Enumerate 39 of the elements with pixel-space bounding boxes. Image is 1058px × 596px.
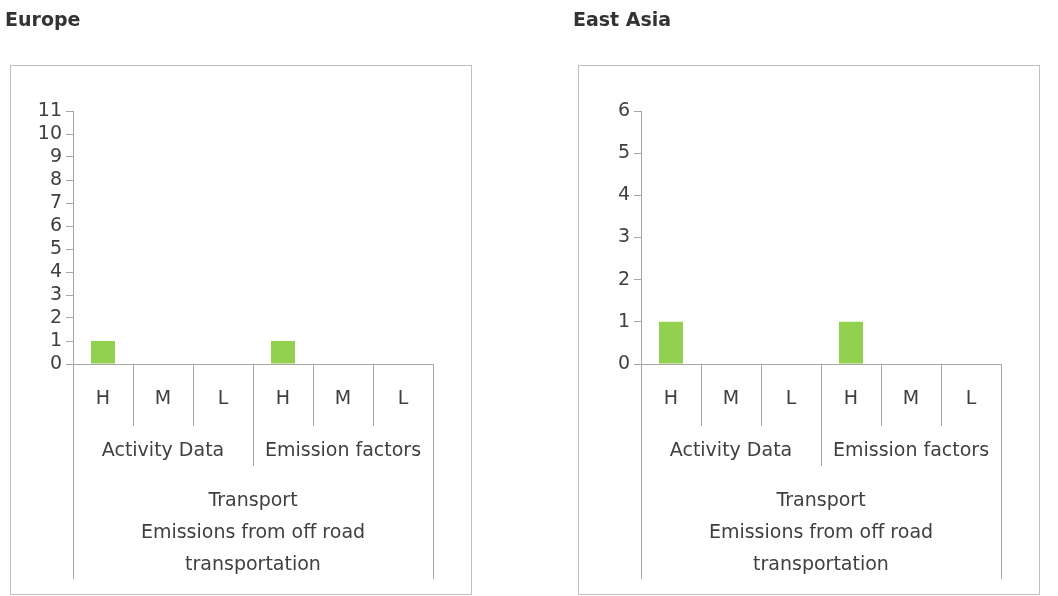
y-tick-label: 10 xyxy=(37,120,62,143)
x-tick-label: H xyxy=(663,386,679,409)
x-tick-label: L xyxy=(397,386,409,409)
y-tick-label: 6 xyxy=(49,212,62,235)
y-tick-label: 3 xyxy=(49,281,62,304)
y-tick-label: 3 xyxy=(617,224,630,247)
y-tick-label: 4 xyxy=(617,182,630,205)
x-tick-label: M xyxy=(722,386,740,409)
y-tick-label: 2 xyxy=(617,266,630,289)
text: Activity Data xyxy=(101,437,225,460)
x-tick-label: H xyxy=(843,386,859,409)
y-tick-label: 11 xyxy=(37,97,62,120)
y-tick-label: 5 xyxy=(617,140,630,163)
y-tick-label: 1 xyxy=(49,327,62,350)
x-tick-label: M xyxy=(334,386,352,409)
chart-title: Europe xyxy=(5,8,81,30)
x-tick-label: L xyxy=(217,386,229,409)
x-tick-label: M xyxy=(902,386,920,409)
y-tick-label: 6 xyxy=(617,97,630,120)
y-tick-label: 4 xyxy=(49,258,62,281)
chart-title: East Asia xyxy=(573,8,672,30)
x-tick-label: H xyxy=(95,386,111,409)
x-tick-label: L xyxy=(965,386,977,409)
y-tick-label: 1 xyxy=(617,308,630,331)
y-tick-label: 0 xyxy=(617,350,630,373)
x-tick-label: L xyxy=(785,386,797,409)
y-tick-label: 5 xyxy=(49,235,62,258)
y-tick-label: 2 xyxy=(49,304,62,327)
y-tick-label: 8 xyxy=(49,166,62,189)
y-tick-label: 9 xyxy=(49,143,62,166)
text: Activity Data xyxy=(669,437,793,460)
x-tick-label: H xyxy=(275,386,291,409)
x-axis-title: Transport Emissions from off road transportation xyxy=(708,487,934,574)
text: Emission factors xyxy=(264,437,422,460)
x-axis-title: Transport Emissions from off road transportation xyxy=(140,487,366,574)
text: Emission factors xyxy=(832,437,990,460)
y-tick-label: 0 xyxy=(49,350,62,373)
x-tick-label: M xyxy=(154,386,172,409)
y-tick-label: 7 xyxy=(49,189,62,212)
